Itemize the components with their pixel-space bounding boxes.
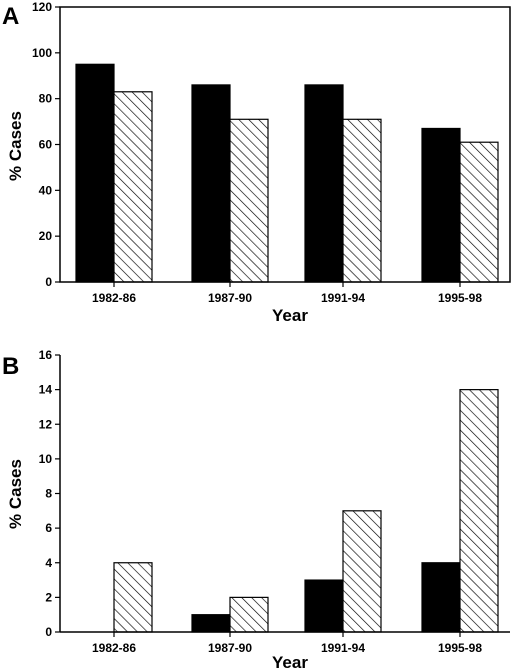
x-tick-label-b: 1982-86 [92, 641, 136, 655]
hatched-bar-b [459, 389, 499, 633]
hatched-bar-b [113, 562, 153, 633]
panel-label-b: B [2, 353, 19, 380]
solid-bar-b [421, 562, 461, 633]
bars-b [113, 389, 499, 633]
plot-frame-a [59, 6, 511, 283]
x-tick-label-a: 1982-86 [92, 291, 136, 305]
y-tick-label-b: 12 [39, 417, 53, 431]
y-tick-label-a: 80 [39, 92, 53, 106]
y-ticks-b: 0 2 4 6 8 10 12 14 16 [39, 348, 60, 639]
hatched-bar-b [229, 596, 269, 633]
y-axis-title-a: % Cases [6, 111, 25, 181]
x-ticks-b: 1982-86 1987-90 1991-94 1995-98 [92, 632, 482, 655]
hatched-bar-a [342, 118, 382, 283]
y-tick-label-b: 16 [39, 348, 53, 362]
x-ticks-a: 1982-86 1987-90 1991-94 1995-98 [92, 282, 482, 305]
bars-a [75, 63, 499, 283]
solid-bar-a [421, 127, 461, 283]
solid-bar-b [304, 579, 344, 633]
y-tick-label-b: 8 [45, 487, 52, 501]
x-tick-label-a: 1987-90 [208, 291, 252, 305]
solid-bar-b [191, 614, 231, 633]
hatched-bar-a [113, 91, 153, 283]
hatched-bar-a [459, 141, 499, 283]
y-axis-title-b: % Cases [6, 459, 25, 529]
y-tick-label-a: 100 [32, 46, 52, 60]
x-axis-title-b: Year [272, 653, 308, 672]
y-ticks-a: 0 20 40 60 80 100 120 [32, 0, 60, 289]
y-tick-label-b: 4 [45, 556, 52, 570]
x-tick-label-b: 1995-98 [438, 641, 482, 655]
y-tick-label-a: 20 [39, 229, 53, 243]
solid-bar-a [304, 84, 344, 283]
x-tick-label-a: 1995-98 [438, 291, 482, 305]
y-tick-label-a: 60 [39, 138, 53, 152]
x-axis-title-a: Year [272, 306, 308, 325]
hatched-bar-a [229, 118, 269, 283]
solid-bar-a [75, 63, 115, 283]
x-tick-label-a: 1991-94 [321, 291, 365, 305]
y-tick-label-b: 14 [39, 383, 53, 397]
y-tick-label-b: 0 [45, 625, 52, 639]
x-tick-label-b: 1991-94 [321, 641, 365, 655]
chart-panel-b: B % Cases Year 0 2 4 6 8 10 12 14 16 1982-86 1987… [2, 348, 510, 672]
y-tick-label-a: 0 [45, 275, 52, 289]
y-tick-label-b: 2 [45, 590, 52, 604]
panel-label-a: A [2, 3, 19, 30]
x-tick-label-b: 1987-90 [208, 641, 252, 655]
y-tick-label-b: 10 [39, 452, 53, 466]
y-tick-label-b: 6 [45, 521, 52, 535]
solid-bar-a [191, 84, 231, 283]
hatched-bar-b [342, 510, 382, 633]
y-tick-label-a: 40 [39, 183, 53, 197]
y-tick-label-a: 120 [32, 0, 52, 14]
